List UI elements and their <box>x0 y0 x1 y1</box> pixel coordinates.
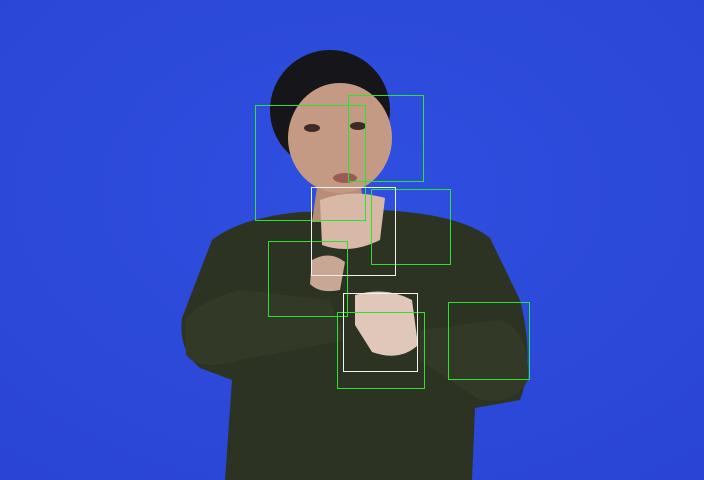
hand <box>320 193 385 249</box>
hand <box>310 255 345 292</box>
arm <box>185 290 345 365</box>
eye <box>350 122 366 130</box>
boxes <box>255 95 530 389</box>
box <box>268 241 348 317</box>
box <box>255 105 366 221</box>
eye <box>304 124 320 132</box>
box <box>311 187 396 276</box>
hand <box>355 291 418 356</box>
box <box>348 95 424 182</box>
box <box>337 312 425 389</box>
mouth <box>333 173 357 183</box>
sweater <box>181 210 528 480</box>
box <box>448 302 530 380</box>
arm <box>420 320 529 401</box>
box <box>371 189 451 265</box>
box <box>343 293 418 372</box>
